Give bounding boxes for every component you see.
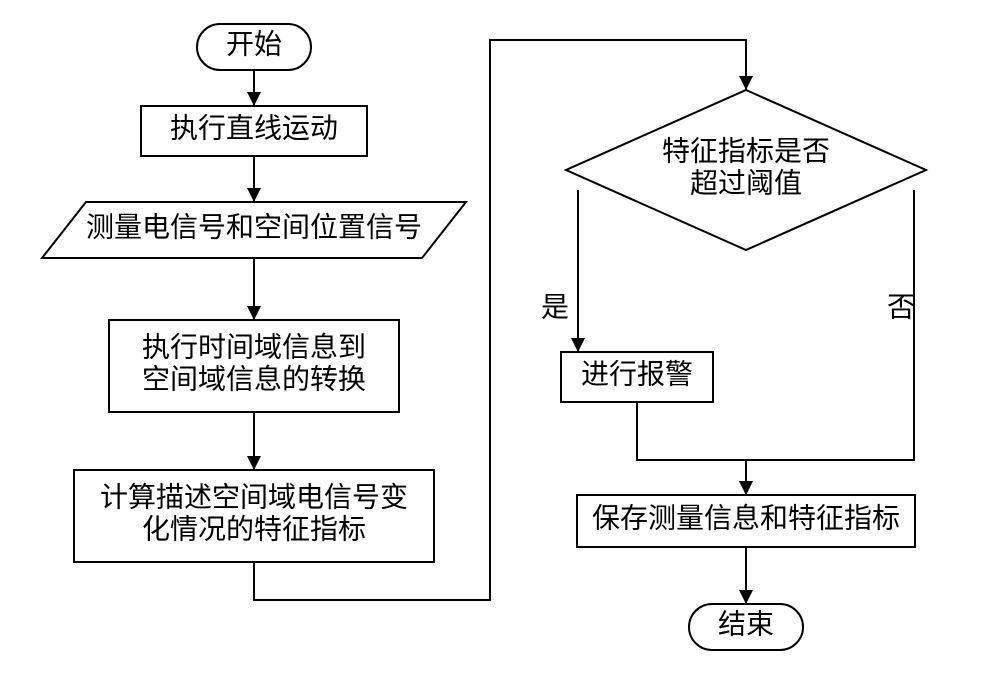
node-p4-text-1: 化情况的特征指标 [142,513,366,545]
branch-label-no: 否 [887,292,915,323]
arrowhead-p3-p4 [247,456,261,470]
node-end-text-0: 结束 [718,608,774,640]
node-p5-text-0: 进行报警 [581,358,693,390]
node-start-text-0: 开始 [226,28,282,60]
node-d1-text-1: 超过阈值 [690,167,802,199]
branch-label-yes: 是 [541,292,569,323]
node-p3-text-1: 空间域信息的转换 [142,363,366,395]
node-p3-text-0: 执行时间域信息到 [142,331,366,363]
node-p6-text-0: 保存测量信息和特征指标 [592,502,900,534]
edge-p5-p6 [637,402,746,495]
arrowhead-p5-p6 [739,481,753,495]
arrowhead-p1-p2 [247,188,261,202]
arrowhead-d1-yes-p5 [571,338,585,352]
node-p1-text-0: 执行直线运动 [170,112,338,144]
arrowhead-p2-p3 [247,306,261,320]
node-p4-text-0: 计算描述空间域电信号变 [100,481,408,513]
arrowhead-p4-d1 [739,76,753,90]
arrowhead-p6-end [739,590,753,604]
node-p2-text-0: 测量电信号和空间位置信号 [86,211,422,243]
arrowhead-start-p1 [247,92,261,106]
node-d1-text-0: 特征指标是否 [662,135,830,167]
